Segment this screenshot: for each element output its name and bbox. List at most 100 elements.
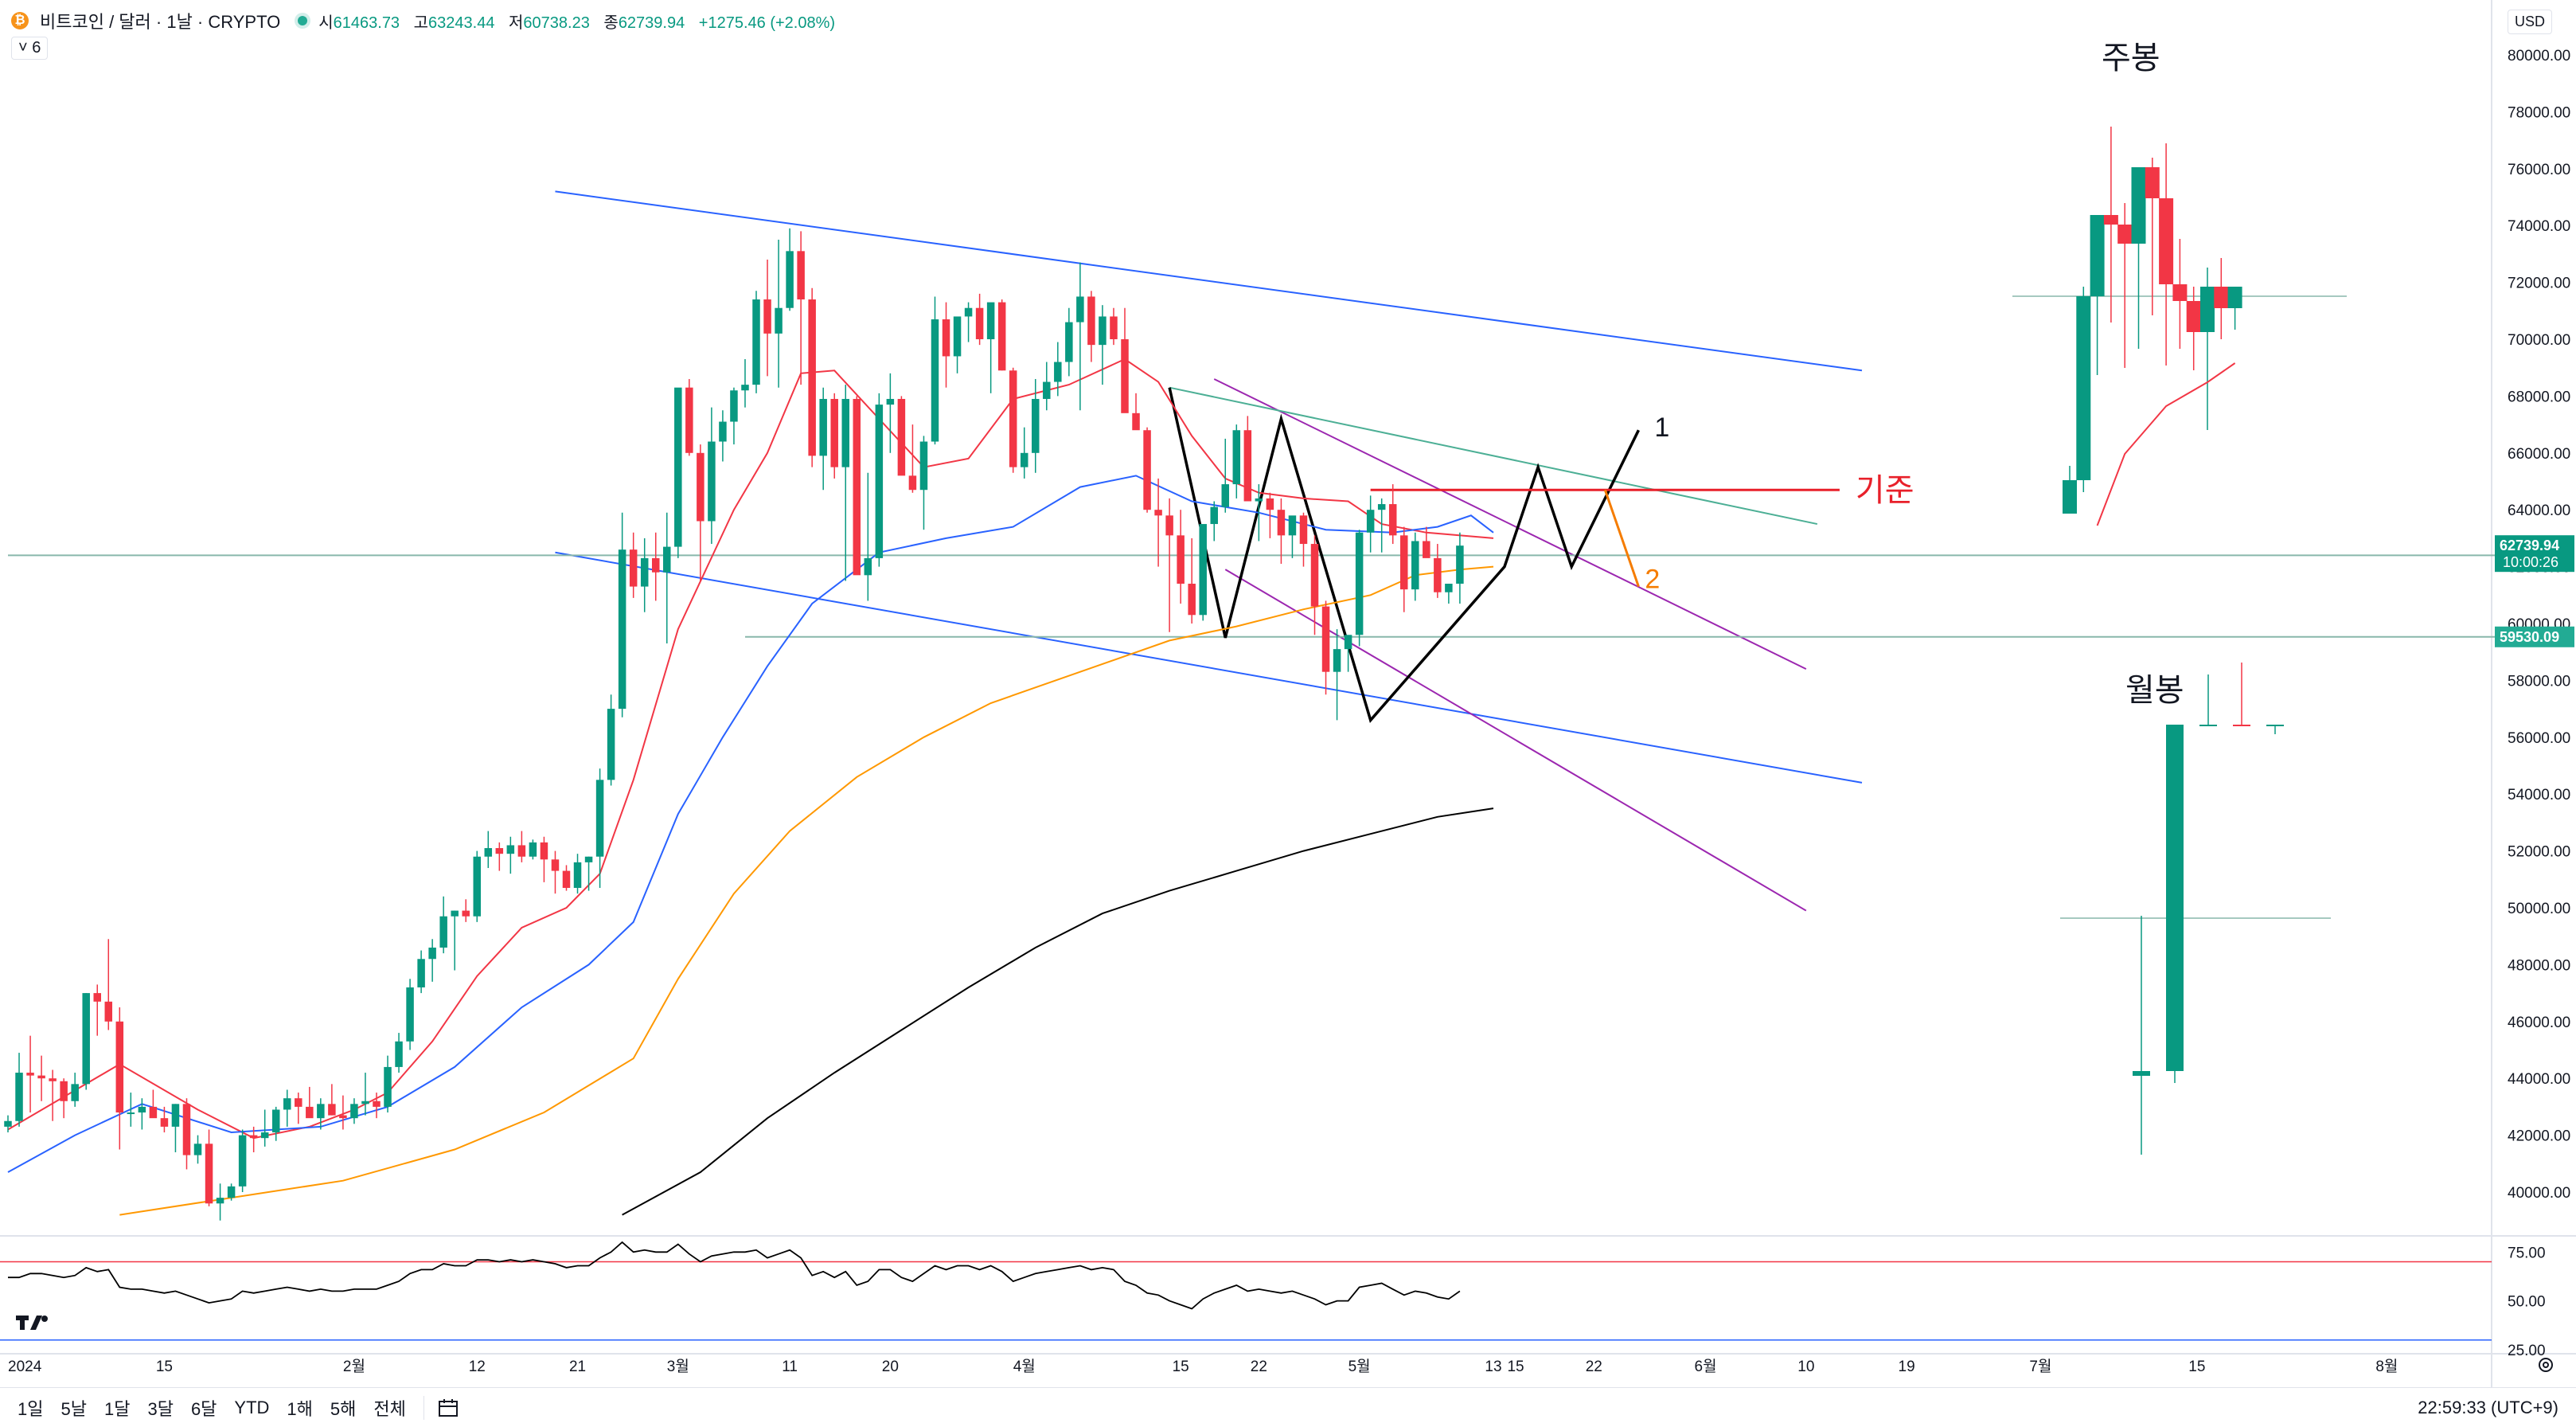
inset-background <box>2060 669 2331 1171</box>
candle-body <box>763 299 771 334</box>
inset-candle-body <box>2199 725 2217 726</box>
candle-body <box>752 299 760 385</box>
candle-body <box>685 387 693 453</box>
inset-candle-body <box>2133 1071 2150 1076</box>
low-value: 60738.23 <box>523 14 590 32</box>
candle-body <box>350 1104 358 1119</box>
candle-body <box>886 398 895 405</box>
candle-body <box>1299 515 1308 545</box>
time-tick-label: 5월 <box>1348 1358 1371 1375</box>
candle-body <box>26 1073 34 1076</box>
candle-body <box>451 910 459 917</box>
inset-title: 월봉 <box>2125 672 2184 709</box>
price-tick-label: 56000.00 <box>2508 730 2570 747</box>
candle-body <box>260 1132 269 1139</box>
rsi-tick-label: 25.00 <box>2508 1343 2546 1359</box>
rsi-tick-label: 50.00 <box>2508 1294 2546 1311</box>
change-value: +1275.46 (+2.08%) <box>698 14 836 32</box>
candle-body <box>495 848 504 854</box>
candle-body <box>1199 524 1207 616</box>
inset-candle-body <box>2063 480 2077 514</box>
candle-body <box>484 848 493 857</box>
timeframe-6m[interactable]: 6달 <box>190 1398 217 1419</box>
candle-body <box>417 959 425 987</box>
candle-body <box>529 842 537 857</box>
candle-body <box>562 870 571 889</box>
time-tick-label: 7월 <box>2029 1358 2051 1375</box>
price-tick-label: 58000.00 <box>2508 673 2570 690</box>
price-tick-label: 72000.00 <box>2508 276 2570 292</box>
time-tick-label: 22 <box>1586 1359 1602 1375</box>
candle-body <box>462 910 470 917</box>
gear-icon[interactable] <box>2536 1355 2555 1374</box>
time-tick-label: 10 <box>1797 1359 1814 1375</box>
candle-body <box>1266 498 1274 510</box>
candle-body <box>249 1135 258 1139</box>
candle-body <box>283 1098 291 1110</box>
inset-candle-body <box>2214 287 2229 308</box>
moving-average-line <box>622 807 1494 1216</box>
candle-body <box>1032 398 1040 453</box>
time-tick-label: 19 <box>1899 1359 1915 1375</box>
inset-candle-body <box>2103 215 2118 225</box>
open-label: 시 <box>318 14 334 32</box>
price-tick-label: 70000.00 <box>2508 332 2570 349</box>
price-tick-label: 66000.00 <box>2508 446 2570 463</box>
candle-body <box>1121 339 1129 413</box>
candle-body <box>127 1112 135 1115</box>
price-tick-label: 44000.00 <box>2508 1071 2570 1088</box>
candle-body <box>160 1118 169 1127</box>
timeframe-all[interactable]: 전체 <box>373 1398 406 1419</box>
timeframe-5d[interactable]: 5날 <box>60 1398 87 1419</box>
timeframe-1d[interactable]: 1일 <box>18 1398 44 1419</box>
price-axis[interactable]: 40000.00 42000.00 44000.00 46000.00 48000.00… <box>2495 48 2574 1202</box>
candle-body <box>104 1001 113 1022</box>
candle-body <box>406 987 414 1042</box>
candle-body <box>540 842 548 860</box>
candle-body <box>674 387 682 547</box>
timeframe-1y[interactable]: 1해 <box>287 1398 313 1419</box>
candle-body <box>361 1101 369 1104</box>
time-tick-label: 3월 <box>667 1358 689 1375</box>
indicators-toggle-button[interactable]: ˅ 6 <box>11 37 49 60</box>
candle-body <box>1445 584 1453 592</box>
inset-candle-body <box>2227 287 2242 308</box>
rsi-pane: 25.00 50.00 75.00 <box>0 1241 2546 1359</box>
candle-body <box>830 398 838 467</box>
candle-body <box>797 251 805 300</box>
currency-button[interactable]: USD <box>2507 10 2552 34</box>
candle-body <box>227 1186 236 1198</box>
inset-candle-body <box>2172 284 2188 301</box>
moving-averages <box>7 358 1494 1216</box>
tradingview-logo-icon <box>14 1312 51 1335</box>
clock-readout[interactable]: 22:59:33 (UTC+9) <box>2418 1398 2558 1417</box>
price-label-box <box>2495 535 2574 573</box>
candle-body <box>786 251 794 308</box>
symbol-title[interactable]: 비트코인 / 달러 · 1날 · CRYPTO <box>40 12 281 32</box>
candle-body <box>1076 296 1084 323</box>
timeframe-ytd[interactable]: YTD <box>234 1397 270 1417</box>
price-tick-label: 48000.00 <box>2508 957 2570 974</box>
candle-body <box>1355 532 1364 635</box>
candle-body <box>1456 545 1464 584</box>
trend-line <box>555 190 1863 372</box>
calendar-icon[interactable] <box>437 1398 459 1418</box>
candle-body <box>663 546 671 573</box>
bottom-toolbar: 1일 5날 1달 3달 6달 YTD 1해 5해 전체 <box>0 1387 2576 1427</box>
timeframe-3m[interactable]: 3달 <box>147 1398 174 1419</box>
time-tick-label: 6월 <box>1695 1358 1717 1375</box>
candle-body <box>808 299 816 456</box>
time-tick-label: 4월 <box>1013 1358 1036 1375</box>
candle-body <box>216 1198 224 1204</box>
candle-body <box>1132 412 1140 431</box>
inset-candle-body <box>2090 215 2105 296</box>
moving-average-line <box>7 475 1494 1173</box>
timeframe-5y[interactable]: 5해 <box>330 1398 357 1419</box>
price-tick-label: 76000.00 <box>2508 162 2570 178</box>
time-axis[interactable]: 2024 15 2월 12 21 3월 11 20 4월 15 22 5월 13 15 22 6월 10 19 7월… <box>8 1358 2398 1375</box>
timeframe-1m[interactable]: 1달 <box>103 1398 131 1419</box>
inset-candle-body <box>2131 167 2146 244</box>
time-tick-label: 15 <box>1507 1359 1524 1375</box>
time-tick-label: 8월 <box>2375 1358 2398 1375</box>
